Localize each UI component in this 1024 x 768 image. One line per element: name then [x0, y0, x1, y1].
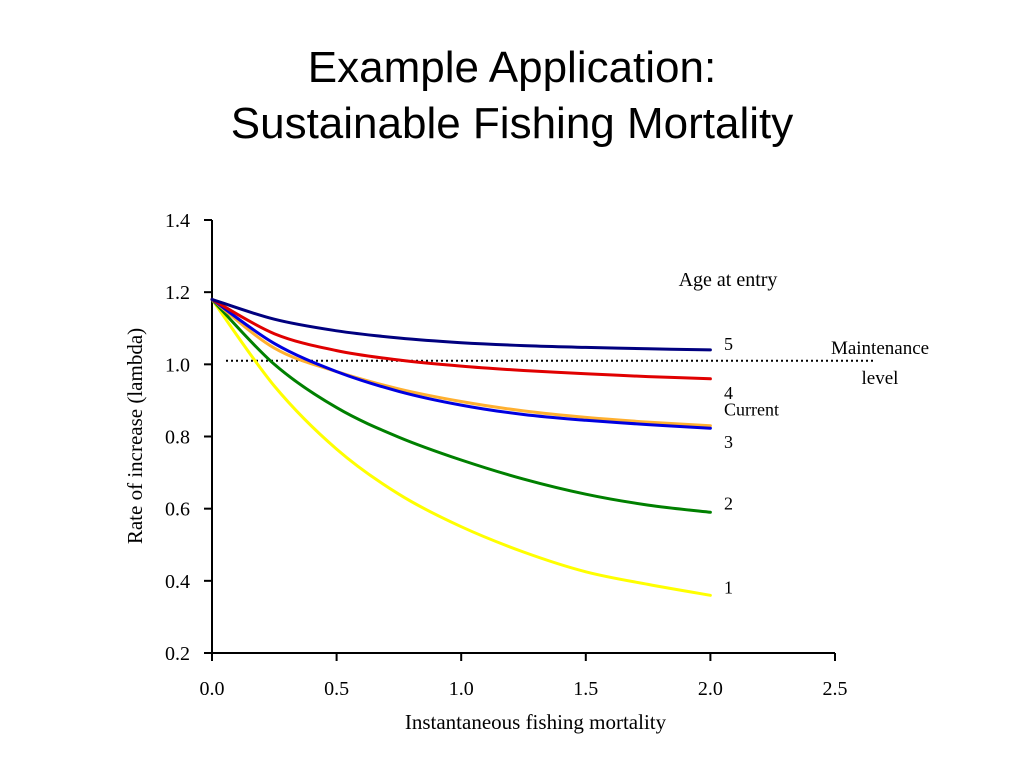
- series-lines: [210, 297, 875, 597]
- y-tick-label: 1.4: [165, 210, 190, 232]
- series-line-2: [210, 297, 712, 514]
- y-tick-label: 0.8: [165, 427, 190, 449]
- maintenance-label-line-2: level: [862, 368, 899, 389]
- x-tick-label: 0.5: [324, 678, 349, 700]
- slide-title-line-2: Sustainable Fishing Mortality: [230, 99, 794, 148]
- series-label-5: 5: [724, 334, 733, 354]
- series-label-current: Current: [724, 400, 779, 420]
- y-tick-label: 1.2: [165, 282, 190, 304]
- x-tick-label: 1.5: [573, 678, 598, 700]
- slide-title: Example Application: Sustainable Fishing…: [0, 40, 1024, 152]
- slide-title-line-1: Example Application:: [307, 43, 717, 92]
- axes: 0.0 0.5 1.0 1.5 2.0 2.5 0.2 0.4 0.6 0.8 1.0 1.2 1.4: [165, 210, 848, 700]
- series-line-4: [210, 297, 712, 381]
- x-tick-label: 1.0: [449, 678, 474, 700]
- y-tick-label: 1.0: [165, 354, 190, 376]
- x-tick-label: 2.0: [698, 678, 723, 700]
- series-line-1: [210, 297, 712, 597]
- y-tick-label: 0.2: [165, 643, 190, 665]
- series-label-4: 4: [724, 383, 733, 403]
- series-line-3: [210, 297, 712, 430]
- legend-title: Age at entry: [679, 269, 778, 291]
- x-tick-label: 0.0: [200, 678, 225, 700]
- series-line-5: [210, 297, 712, 352]
- y-axis-label: Rate of increase (lambda): [123, 328, 147, 544]
- y-tick-label: 0.6: [165, 499, 190, 521]
- chart-labels: Instantaneous fishing mortality Rate of i…: [123, 269, 929, 734]
- x-tick-label: 2.5: [823, 678, 848, 700]
- series-label-3: 3: [724, 432, 733, 452]
- series-label-2: 2: [724, 493, 733, 513]
- series-line-current: [210, 297, 712, 428]
- x-axis-label: Instantaneous fishing mortality: [405, 710, 667, 734]
- series-label-1: 1: [724, 577, 733, 597]
- y-tick-label: 0.4: [165, 571, 190, 593]
- maintenance-label-line-1: Maintenance: [831, 338, 929, 359]
